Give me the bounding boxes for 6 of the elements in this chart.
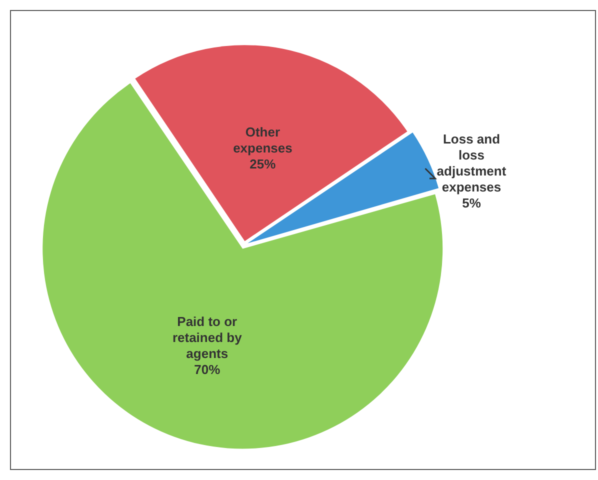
slice-label: Loss and loss adjustment expenses bbox=[436, 132, 507, 195]
data-label: 25% bbox=[250, 156, 276, 172]
slice-label: Paid to or retained by agents bbox=[172, 314, 243, 361]
slice-label: Other expenses bbox=[233, 124, 292, 156]
data-label: 5% bbox=[462, 196, 482, 211]
data-label: 70% bbox=[194, 362, 221, 377]
